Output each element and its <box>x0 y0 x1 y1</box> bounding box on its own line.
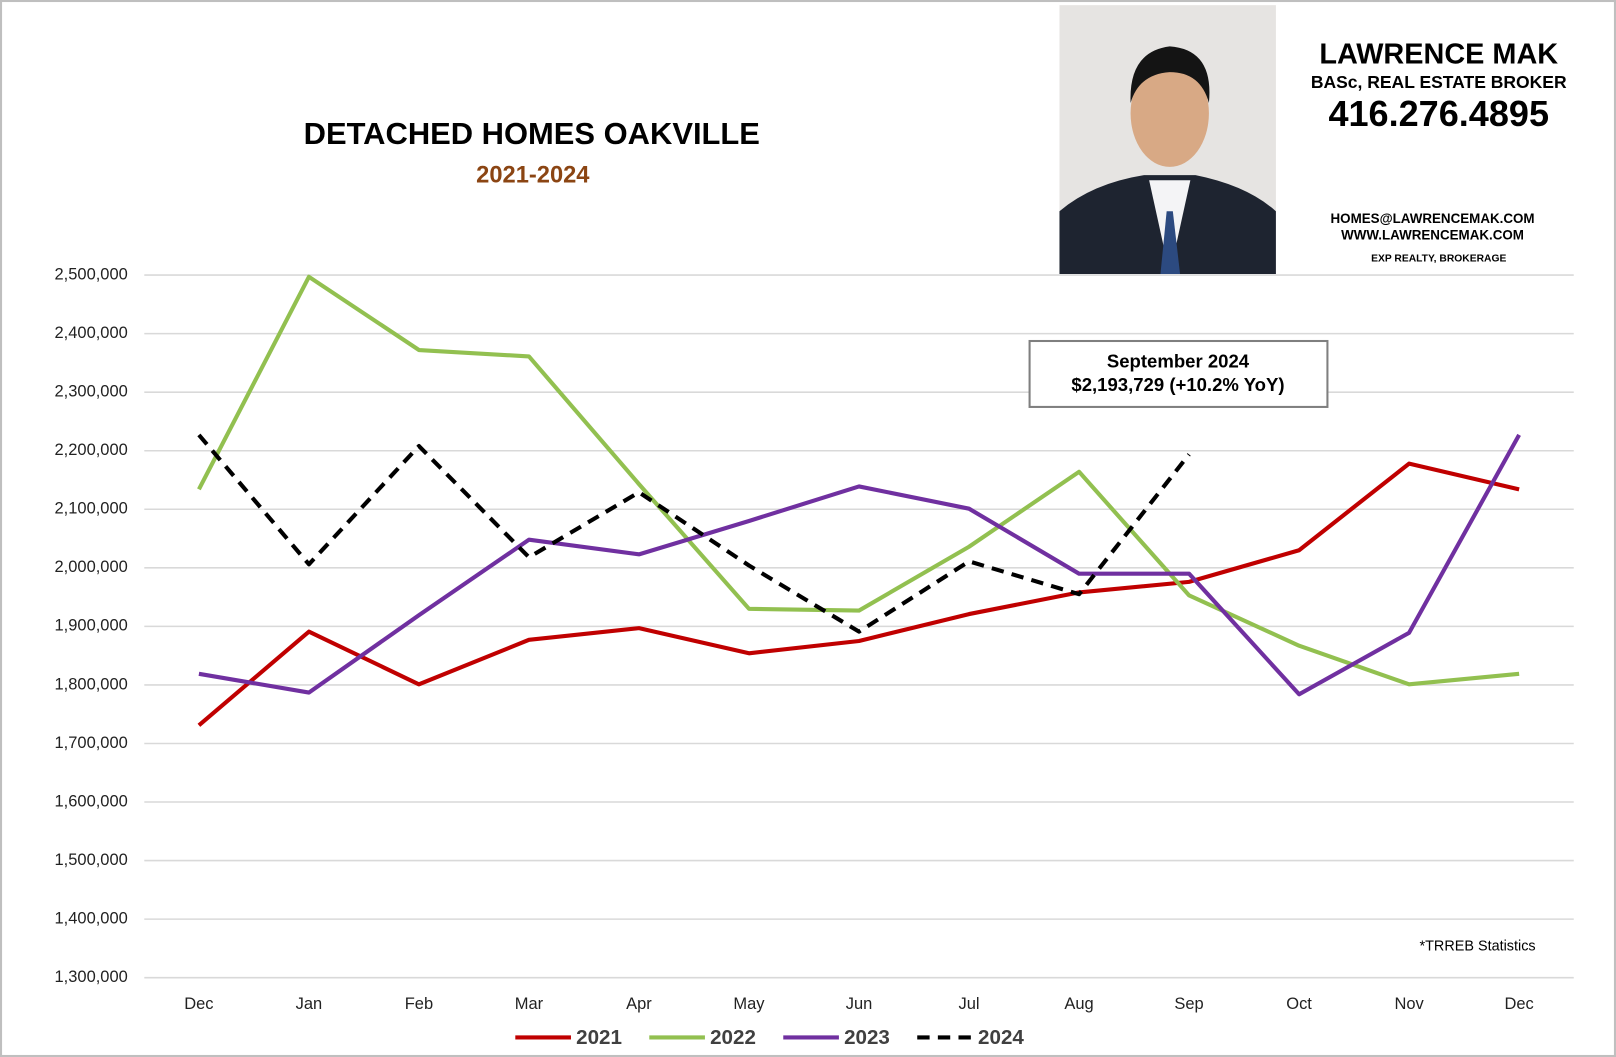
series-line <box>198 433 1521 697</box>
x-tick-label: Nov <box>1394 995 1424 1013</box>
x-tick-label: Mar <box>515 995 544 1013</box>
agent-phone: 416.276.4895 <box>1328 93 1549 134</box>
y-tick-label: 2,400,000 <box>55 324 128 342</box>
agent-email: HOMES@LAWRENCEMAK.COM <box>1331 211 1535 226</box>
agent-name: LAWRENCE MAK <box>1319 38 1558 70</box>
plot: 1,300,000 1,400,000 1,500,000 1,600,000 1,70… <box>55 265 1574 1013</box>
y-tick-label: 1,600,000 <box>55 792 128 810</box>
series-line <box>197 433 1191 634</box>
x-tick-label: Aug <box>1064 995 1093 1013</box>
x-tick-label: Dec <box>1504 995 1533 1013</box>
x-tick-label: Dec <box>184 995 213 1013</box>
chart-title: DETACHED HOMES OAKVILLE <box>304 116 760 151</box>
agent-brokerage: EXP REALTY, BROKERAGE <box>1371 253 1506 264</box>
agent-credentials: BASc, REAL ESTATE BROKER <box>1311 72 1567 92</box>
x-tick-label: May <box>733 995 765 1013</box>
chart-subtitle: 2021-2024 <box>476 162 590 188</box>
x-tick-label: Jul <box>958 995 979 1013</box>
y-tick-label: 1,400,000 <box>55 909 128 927</box>
footnote: *TRREB Statistics <box>1420 939 1536 955</box>
series-line <box>197 461 1520 727</box>
y-tick-label: 1,700,000 <box>55 734 128 752</box>
y-tick-label: 2,000,000 <box>55 558 128 576</box>
series-line <box>197 274 1520 687</box>
annotation: September 2024 <box>1107 351 1250 372</box>
annotation: $2,193,729 (+10.2% YoY) <box>1071 374 1284 395</box>
legend-label: 2024 <box>978 1026 1024 1049</box>
legend-label: 2022 <box>710 1026 756 1049</box>
y-tick-label: 2,100,000 <box>55 500 128 518</box>
x-tick-label: Feb <box>405 995 433 1013</box>
y-tick-label: 1,300,000 <box>55 968 128 986</box>
y-tick-label: 1,900,000 <box>55 617 128 635</box>
y-tick-label: 1,800,000 <box>55 675 128 693</box>
x-tick-label: Sep <box>1174 995 1203 1013</box>
agent-website: WWW.LAWRENCEMAK.COM <box>1341 227 1524 242</box>
y-tick-label: 2,200,000 <box>55 441 128 459</box>
x-tick-label: Jun <box>846 995 873 1013</box>
x-tick-label: Apr <box>626 995 652 1013</box>
y-tick-label: 1,500,000 <box>55 851 128 869</box>
x-tick-label: Oct <box>1286 995 1312 1013</box>
legend-label: 2023 <box>844 1026 890 1049</box>
agent-photo <box>1059 5 1276 275</box>
y-tick-label: 2,500,000 <box>55 265 128 283</box>
y-tick-label: 2,300,000 <box>55 383 128 401</box>
legend-label: 2021 <box>576 1026 622 1049</box>
x-tick-label: Jan <box>296 995 323 1013</box>
annotation-box <box>1028 339 1329 408</box>
